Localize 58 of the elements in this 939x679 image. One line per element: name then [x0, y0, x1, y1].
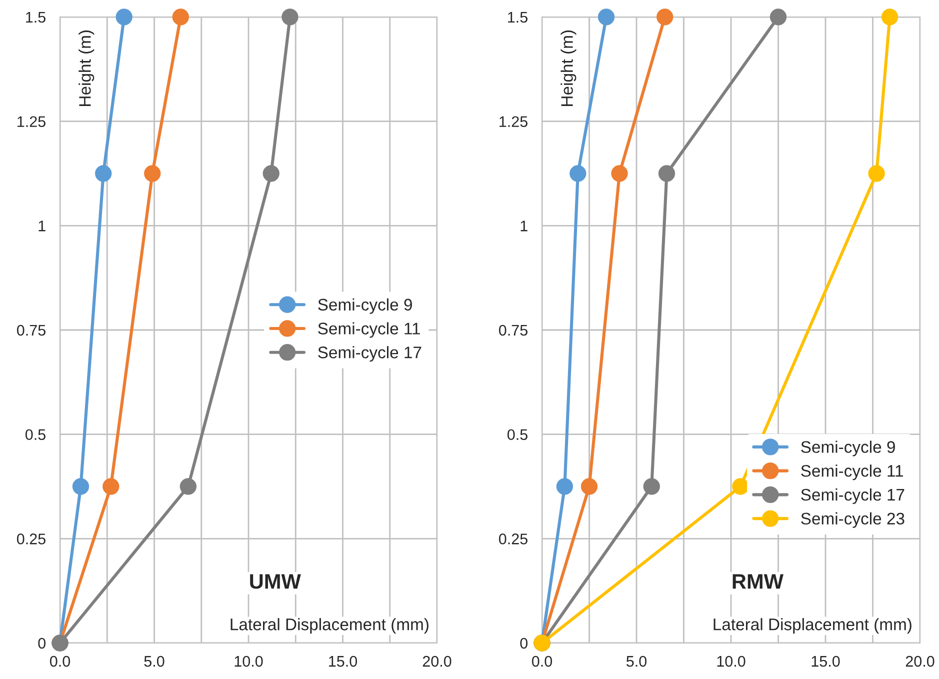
- point: [868, 165, 885, 182]
- point: [95, 165, 112, 182]
- point: [658, 165, 676, 182]
- y-tick-label: 0.5: [25, 429, 46, 440]
- point: [102, 478, 120, 495]
- y-tick-label: 1.25: [18, 116, 46, 128]
- point: [72, 478, 90, 495]
- point: [598, 8, 615, 26]
- y-tick-label: 1: [38, 220, 46, 232]
- legend-label: Semi-cycle 23: [801, 512, 904, 528]
- point: [262, 165, 280, 182]
- legend-label: Semi-cycle 9: [318, 298, 412, 314]
- legend-label: Semi-cycle 17: [801, 488, 904, 504]
- y-tick-label: 0.75: [498, 324, 528, 336]
- text: UMW: [250, 574, 301, 589]
- x-tick-label: 0.0: [50, 656, 70, 667]
- y-tick-label: 1: [520, 220, 528, 232]
- legend-label: Semi-cycle 9: [801, 440, 895, 456]
- y-tick-label: 1.25: [500, 116, 528, 128]
- x-tick-label: 20.0: [906, 656, 934, 667]
- point: [570, 165, 586, 182]
- point: [172, 8, 189, 26]
- y-axis-title: Height (m): [560, 30, 576, 106]
- y-tick-label: 0: [520, 638, 528, 649]
- x-tick-label: 15.0: [329, 656, 358, 667]
- point: [611, 165, 628, 182]
- x-axis-title: Lateral Displacement (mm): [714, 618, 912, 634]
- point: [144, 165, 161, 182]
- y-tick-label: 1.5: [508, 12, 528, 23]
- point: [770, 8, 787, 26]
- point: [881, 8, 898, 26]
- y-axis-title: Height (m): [78, 30, 94, 106]
- x-tick-label: 20.0: [422, 656, 452, 667]
- point: [656, 8, 674, 26]
- x-axis-title: Lateral Displacement (mm): [230, 618, 428, 634]
- y-tick-label: 0.75: [16, 324, 46, 336]
- point: [180, 478, 197, 495]
- y-tick-label: 1.5: [26, 12, 46, 23]
- y-tick-label: 0.5: [507, 429, 528, 440]
- legend-label: Semi-cycle 11: [801, 464, 903, 480]
- y-tick-label: 0.25: [16, 534, 46, 544]
- point: [282, 8, 298, 26]
- point: [643, 478, 660, 495]
- point: [116, 8, 132, 26]
- x-tick-label: 5.0: [144, 656, 164, 667]
- x-tick-label: 10.0: [717, 656, 746, 667]
- x-tick-label: 15.0: [812, 656, 840, 667]
- x-tick-label: 10.0: [234, 656, 263, 667]
- legend-label: Semi-cycle 11: [318, 322, 420, 338]
- x-tick-label: 5.0: [626, 656, 647, 667]
- point: [556, 478, 574, 495]
- text: RMW: [732, 574, 784, 589]
- point: [732, 478, 749, 495]
- x-tick-label: 0.0: [532, 656, 552, 667]
- legend-label: Semi-cycle 17: [318, 346, 422, 362]
- point: [580, 478, 598, 495]
- y-tick-label: 0: [38, 638, 46, 649]
- y-tick-label: 0.25: [498, 534, 528, 544]
